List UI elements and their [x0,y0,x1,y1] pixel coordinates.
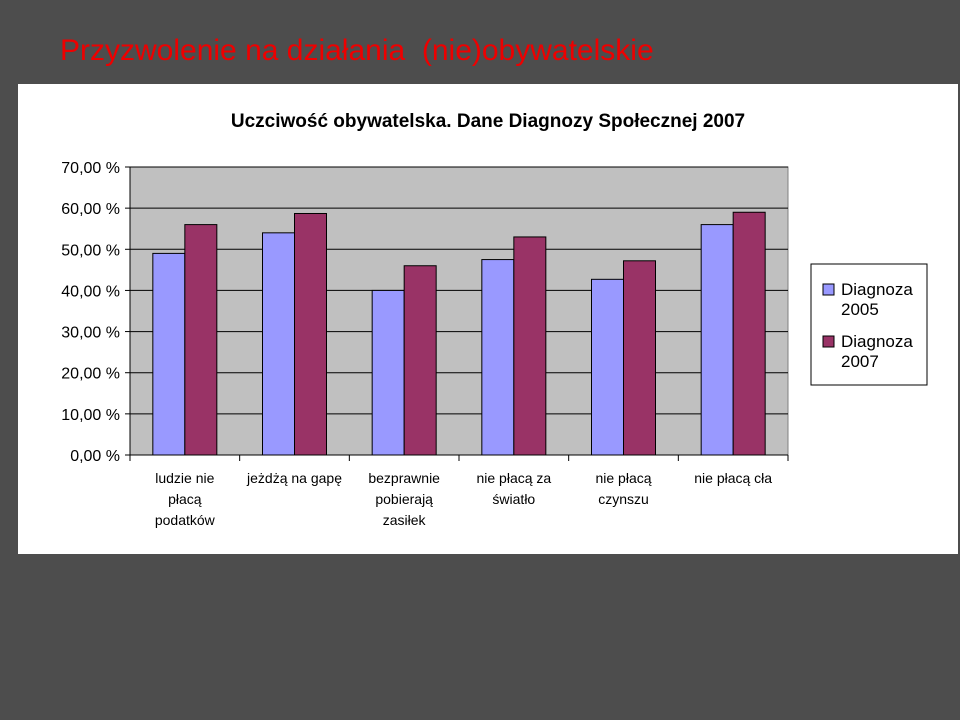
bar-2007 [623,260,656,456]
chart-frame: Uczciwość obywatelska. Dane Diagnozy Spo… [18,84,958,554]
x-category-label: nie płacą [595,470,651,486]
bar-2005 [262,232,295,456]
bar-2007 [513,236,547,456]
legend-label: Diagnoza [841,280,913,299]
y-tick-label: 20,00 % [61,366,120,383]
x-category-label: płacą [168,491,202,507]
plot-area: 0,00 % 10,00 % 20,00 % 30,00 % 40,00 % 50,00 … [61,160,789,528]
x-category-label: podatków [155,512,216,528]
bar-2005 [481,259,515,456]
bar-2007 [294,212,327,456]
bar-2005 [152,252,186,456]
x-category-label: zasiłek [383,512,427,528]
y-tick-label: 60,00 % [61,201,120,218]
x-category-label: jeżdżą na gapę [246,470,342,486]
legend-label: Diagnoza [841,332,913,351]
bar-2005 [591,278,624,456]
x-category-label: pobierają [375,491,433,507]
x-category-label: ludzie nie [155,470,214,486]
bar-2007 [403,265,437,456]
bar-2007 [732,211,766,456]
bar-2005 [700,224,734,456]
legend-label: 2007 [841,352,879,371]
y-tick-label: 30,00 % [61,325,120,342]
x-category-label: nie płacą za [476,470,551,486]
y-tick-label: 50,00 % [61,242,120,259]
chart-title: Uczciwość obywatelska. Dane Diagnozy Spo… [231,111,745,132]
y-tick-label: 10,00 % [61,407,120,424]
x-category-label: nie płacą cła [694,470,772,486]
plot-background [129,166,789,456]
bar-chart: Uczciwość obywatelska. Dane Diagnozy Spo… [61,111,928,528]
y-tick-label: 70,00 % [61,160,120,177]
bar-2005 [371,289,405,456]
x-category-label: czynszu [598,491,649,507]
legend-label: 2005 [841,300,879,319]
y-tick-label: 0,00 % [70,448,120,465]
slide-title: Przyzwolenie na działania (nie)obywatels… [60,34,654,67]
legend-swatch [822,283,835,296]
bar-2007 [184,224,218,456]
x-category-label: bezprawnie [368,470,440,486]
legend-swatch [822,335,835,348]
x-category-label: światło [492,491,535,507]
y-tick-label: 40,00 % [61,283,120,300]
